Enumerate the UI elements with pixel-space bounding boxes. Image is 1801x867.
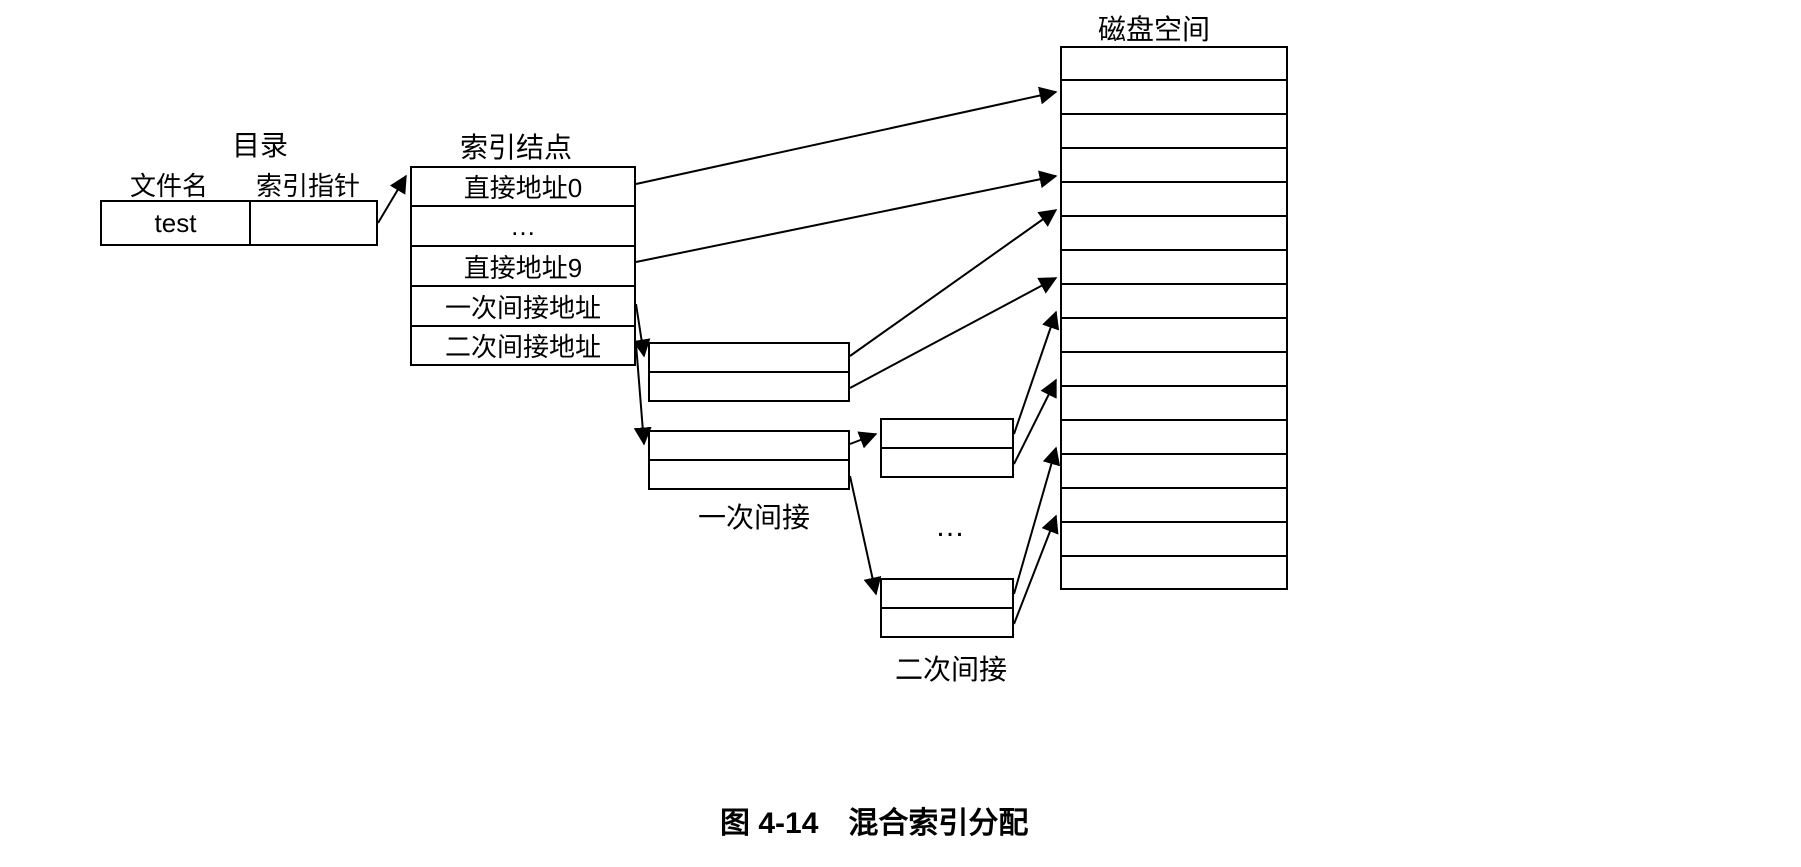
index-node-row-0: 直接地址0 — [410, 166, 636, 206]
index-node-single-indirect: 一次间接地址 — [410, 286, 636, 326]
disk-block-row — [1060, 352, 1288, 386]
disk-block-row — [1060, 454, 1288, 488]
disk-block-row — [1060, 216, 1288, 250]
double-indirect-ellipsis: … — [935, 510, 965, 544]
disk-block-row — [1060, 488, 1288, 522]
disk-block-row — [1060, 114, 1288, 148]
double-indirect-label: 二次间接 — [895, 648, 1007, 688]
disk-block-row — [1060, 284, 1288, 318]
disk-block-row — [1060, 250, 1288, 284]
disk-block-row — [1060, 318, 1288, 352]
double-indirect-inner-b-row-1 — [880, 608, 1014, 638]
direct-addr-9: 直接地址9 — [464, 248, 582, 285]
double-indirect-addr: 二次间接地址 — [445, 327, 601, 364]
diagram-canvas: 目录 文件名 索引指针 test 索引结点 直接地址0 … 直接地址9 一次间接… — [0, 0, 1801, 867]
index-node-double-indirect: 二次间接地址 — [410, 326, 636, 366]
double-indirect-inner-a-row-0 — [880, 418, 1014, 448]
direct-addr-0: 直接地址0 — [464, 168, 582, 205]
directory-title: 目录 — [232, 124, 288, 164]
figure-caption: 图 4-14 混合索引分配 — [720, 798, 1028, 842]
disk-block-row — [1060, 182, 1288, 216]
file-name-value: test — [155, 208, 197, 239]
disk-block-row — [1060, 522, 1288, 556]
double-indirect-outer-row-0 — [648, 430, 850, 460]
disk-block-row — [1060, 420, 1288, 454]
double-indirect-outer-row-1 — [648, 460, 850, 490]
index-ptr-header: 索引指针 — [256, 166, 360, 203]
directory-index-ptr-cell — [250, 200, 378, 246]
disk-block-row — [1060, 556, 1288, 590]
single-indirect-label: 一次间接 — [698, 496, 810, 536]
disk-block-row — [1060, 46, 1288, 80]
disk-space-title: 磁盘空间 — [1098, 8, 1210, 48]
directory-file-name-cell: test — [100, 200, 250, 246]
single-indirect-addr: 一次间接地址 — [445, 288, 601, 325]
file-name-header: 文件名 — [130, 166, 208, 203]
index-node-row-ellipsis: … — [410, 206, 636, 246]
index-node-title: 索引结点 — [460, 126, 572, 166]
single-indirect-block-row-0 — [648, 342, 850, 372]
single-indirect-block-row-1 — [648, 372, 850, 402]
double-indirect-inner-a-row-1 — [880, 448, 1014, 478]
index-node-row-9: 直接地址9 — [410, 246, 636, 286]
disk-block-row — [1060, 148, 1288, 182]
disk-block-row — [1060, 80, 1288, 114]
index-node-ellipsis: … — [510, 211, 536, 242]
disk-block-row — [1060, 386, 1288, 420]
double-indirect-inner-b-row-0 — [880, 578, 1014, 608]
